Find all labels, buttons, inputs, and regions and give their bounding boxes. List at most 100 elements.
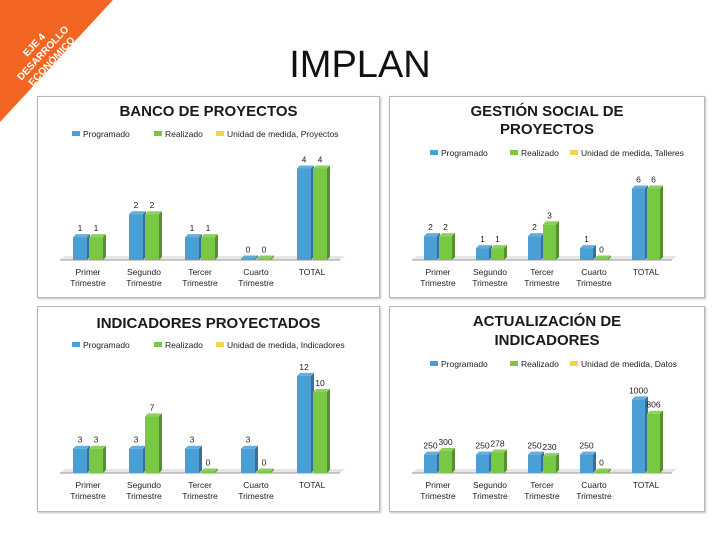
bar-side <box>452 233 455 260</box>
category-label: Primer <box>75 480 100 490</box>
data-label: 10 <box>315 378 325 388</box>
legend-swatch <box>154 342 162 347</box>
legend-swatch <box>154 131 162 136</box>
data-label: 2 <box>150 200 155 210</box>
bar-top <box>491 245 507 249</box>
bar-top <box>89 445 106 449</box>
category-label: Cuarto <box>581 480 607 490</box>
bar-realizado <box>439 236 452 260</box>
legend-label: Programado <box>441 359 488 369</box>
bar-realizado <box>491 248 504 260</box>
bar-programado <box>528 454 541 473</box>
bar-side <box>271 255 274 260</box>
legend-swatch <box>570 150 578 155</box>
bar-top <box>595 255 611 259</box>
page-title: IMPLAN <box>289 44 431 86</box>
category-label: Cuarto <box>243 267 269 277</box>
bar-top <box>439 233 455 237</box>
chart-title: PROYECTOS <box>500 121 594 138</box>
bar-top <box>439 447 455 451</box>
bar-side <box>159 211 162 260</box>
bar-programado <box>424 236 437 260</box>
category-label: TOTAL <box>299 267 326 277</box>
bar-programado <box>129 214 143 260</box>
category-label: Trimestre <box>576 491 612 501</box>
data-label: 230 <box>542 442 556 452</box>
legend-label: Unidad de medida, Proyectos <box>227 129 339 139</box>
bar-side <box>593 245 596 260</box>
category-label: TOTAL <box>633 480 660 490</box>
legend-swatch <box>510 150 518 155</box>
bar-realizado <box>201 471 215 473</box>
bar-realizado <box>543 224 556 260</box>
legend-swatch <box>430 361 438 366</box>
chart-panel-banco-proyectos: BANCO DE PROYECTOS Programado Realizado Uni… <box>37 96 380 298</box>
bar-top <box>595 468 611 472</box>
bar-side <box>327 389 330 473</box>
bar-realizado <box>647 188 660 260</box>
category-label: Trimestre <box>576 278 612 288</box>
bar-realizado <box>439 450 452 473</box>
bar-top <box>145 413 162 417</box>
data-label: 12 <box>299 362 309 372</box>
bar-side <box>271 468 274 473</box>
data-label: 1 <box>78 223 83 233</box>
category-label: Cuarto <box>243 480 269 490</box>
category-label: Tercer <box>188 267 212 277</box>
bar-top <box>257 468 274 472</box>
category-label: Trimestre <box>238 491 274 501</box>
bar-side <box>608 255 611 260</box>
bar-side <box>660 185 663 260</box>
bar-side <box>327 165 330 260</box>
data-label: 1 <box>190 223 195 233</box>
legend-label: Unidad de medida, Indicadores <box>227 340 345 350</box>
data-label: 2 <box>443 222 448 232</box>
bar-top <box>129 211 146 215</box>
category-label: Trimestre <box>524 278 560 288</box>
bar-side <box>556 221 559 260</box>
bar-top <box>297 165 314 169</box>
bar-top <box>476 245 492 249</box>
category-label: Tercer <box>530 480 554 490</box>
legend-label: Realizado <box>521 148 559 158</box>
bar-programado <box>476 454 489 473</box>
bar-top <box>73 445 90 449</box>
legend-label: Realizado <box>165 340 203 350</box>
chart-svg: BANCO DE PROYECTOS Programado Realizado Uni… <box>60 103 345 288</box>
legend-swatch <box>216 342 224 347</box>
bar-top <box>528 451 544 455</box>
bar-top <box>145 211 162 215</box>
bar-top <box>491 449 507 453</box>
bar-top <box>313 389 330 393</box>
bar-realizado <box>313 168 327 260</box>
bar-top <box>257 255 274 259</box>
category-label: Primer <box>75 267 100 277</box>
bar-programado <box>424 454 437 473</box>
category-label: Primer <box>425 480 450 490</box>
category-label: Segundo <box>127 480 161 490</box>
bar-programado <box>476 248 489 260</box>
legend-swatch <box>430 150 438 155</box>
category-label: Segundo <box>473 267 507 277</box>
bar-programado <box>632 399 645 473</box>
chart-title: ACTUALIZACIÓN DE <box>473 312 621 330</box>
data-label: 3 <box>134 435 139 445</box>
bar-side <box>255 255 258 260</box>
chart-title: INDICADORES <box>494 332 599 349</box>
category-label: Trimestre <box>472 278 508 288</box>
chart-panel-gestion-social: GESTIÓN SOCIAL DE PROYECTOS Programado Real… <box>389 96 705 298</box>
data-label: 1000 <box>629 385 648 395</box>
bar-side <box>593 451 596 473</box>
bar-realizado <box>89 448 103 473</box>
bar-top <box>424 451 440 455</box>
bar-realizado <box>145 416 159 473</box>
data-label: 4 <box>318 154 323 164</box>
category-label: TOTAL <box>299 480 326 490</box>
bar-realizado <box>201 237 215 260</box>
category-label: Trimestre <box>238 278 274 288</box>
bar-programado <box>632 188 645 260</box>
bar-side <box>255 445 258 473</box>
category-label: Tercer <box>188 480 212 490</box>
data-label: 1 <box>584 234 589 244</box>
